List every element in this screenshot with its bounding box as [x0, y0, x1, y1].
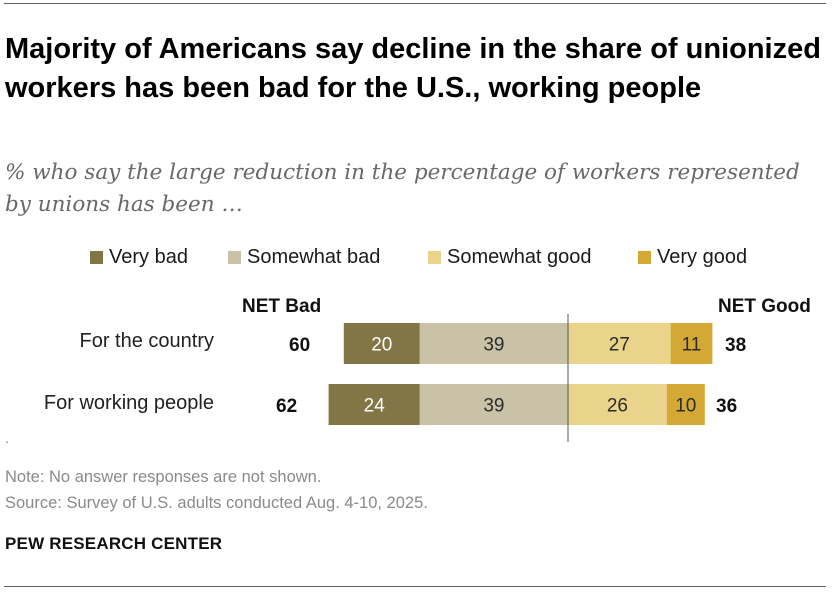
net-bad-country: 60: [289, 335, 311, 356]
bar-label-somewhat-good-row-1: 27: [609, 335, 630, 356]
chart-subtitle: % who say the large reduction in the per…: [5, 160, 800, 217]
bar-label-very-bad-row-1: 20: [371, 335, 392, 356]
net-bad-header: NET Bad: [242, 296, 322, 317]
bar-label-somewhat-good-row-2: 26: [607, 396, 628, 417]
legend-label-somewhat-good: Somewhat good: [447, 245, 592, 268]
source-text: Source: Survey of U.S. adults conducted …: [5, 494, 428, 512]
legend-item-very-bad: Very bad: [90, 245, 188, 269]
bar-label-very-good-row-1: 11: [682, 335, 702, 356]
legend-label-very-bad: Very bad: [109, 245, 188, 268]
net-good-country: 38: [725, 335, 747, 356]
top-rule: [4, 3, 826, 4]
net-bad-working-people: 62: [276, 396, 298, 417]
net-good-working-people: 36: [716, 396, 738, 417]
legend-swatch-somewhat-good: [428, 250, 441, 264]
legend-item-very-good: Very good: [638, 245, 747, 269]
legend-swatch-very-bad: [90, 250, 103, 264]
bar-label-somewhat-bad-row-1: 39: [483, 335, 504, 356]
bar-label-somewhat-bad-row-2: 39: [483, 396, 504, 417]
legend-swatch-very-good: [638, 250, 651, 264]
bar-somewhat-bad-row-2: [419, 384, 568, 425]
bar-very-good-row-2: [666, 384, 705, 425]
legend-item-somewhat-bad: Somewhat bad: [228, 245, 380, 269]
bar-label-very-bad-row-2: 24: [364, 396, 386, 417]
bar-label-very-good-row-2: 10: [675, 396, 696, 417]
bar-very-bad-row-2: [328, 384, 420, 425]
bar-somewhat-good-row-1: [568, 323, 671, 364]
legend-swatch-somewhat-bad: [228, 250, 241, 264]
net-good-header: NET Good: [718, 296, 811, 317]
bottom-rule: [4, 586, 826, 587]
stray-dot: .: [5, 430, 9, 446]
row-label-working-people: For working people: [43, 392, 214, 414]
bar-somewhat-good-row-2: [568, 384, 667, 425]
legend-label-somewhat-bad: Somewhat bad: [247, 245, 381, 268]
brand-label: PEW RESEARCH CENTER: [5, 534, 223, 553]
row-label-country: For the country: [79, 330, 214, 352]
bar-very-good-row-1: [670, 323, 713, 364]
legend-label-very-good: Very good: [657, 245, 748, 268]
legend-item-somewhat-good: Somewhat good: [428, 245, 592, 269]
chart-title: Majority of Americans say decline in the…: [5, 33, 821, 104]
note-text: Note: No answer responses are not shown.: [5, 468, 322, 486]
bar-very-bad-row-1: [343, 323, 420, 364]
bar-somewhat-bad-row-1: [419, 323, 568, 364]
